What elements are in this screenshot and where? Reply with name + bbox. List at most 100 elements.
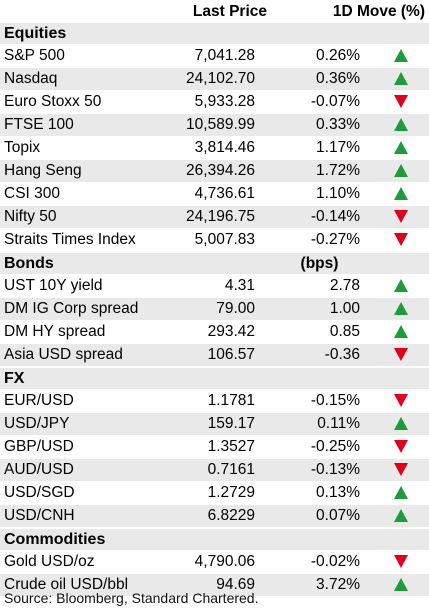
table-header-row: Last Price 1D Move (%) bbox=[0, 0, 429, 22]
one-day-move: 0.07% bbox=[267, 504, 372, 528]
section-blank bbox=[372, 251, 429, 275]
instrument-name: Crude oil USD/bbl bbox=[0, 573, 168, 596]
table-row: USD/CNH 6.8229 0.07% bbox=[0, 504, 429, 528]
section-blank bbox=[372, 366, 429, 390]
up-triangle-icon bbox=[393, 578, 408, 592]
instrument-name: USD/CNH bbox=[0, 504, 168, 528]
section-title: FX bbox=[0, 366, 168, 390]
one-day-move: 1.17% bbox=[267, 136, 372, 160]
one-day-move: 1.10% bbox=[267, 182, 372, 206]
one-day-move: -0.14% bbox=[267, 205, 372, 229]
instrument-name: Gold USD/oz bbox=[0, 550, 168, 574]
direction-cell bbox=[372, 412, 429, 436]
direction-cell bbox=[372, 389, 429, 413]
last-price: 26,394.26 bbox=[168, 159, 267, 183]
one-day-move: 1.72% bbox=[267, 159, 372, 183]
one-day-move: -0.27% bbox=[267, 228, 372, 252]
one-day-move: 0.85 bbox=[267, 320, 372, 344]
direction-cell bbox=[372, 90, 429, 114]
up-triangle-icon bbox=[393, 486, 408, 500]
one-day-move: -0.13% bbox=[267, 458, 372, 482]
direction-cell bbox=[372, 573, 429, 596]
instrument-name: Hang Seng bbox=[0, 159, 168, 183]
table-row: Crude oil USD/bbl 94.69 3.72% bbox=[0, 573, 429, 596]
last-price: 94.69 bbox=[168, 573, 267, 596]
one-day-move: 0.11% bbox=[267, 412, 372, 436]
last-price: 6.8229 bbox=[168, 504, 267, 528]
section-header-bonds: Bonds (bps) bbox=[0, 251, 429, 275]
section-header-fx: FX bbox=[0, 366, 429, 390]
up-triangle-icon bbox=[393, 509, 408, 523]
down-triangle-icon bbox=[393, 210, 408, 224]
table-row: CSI 300 4,736.61 1.10% bbox=[0, 182, 429, 206]
last-price: 106.57 bbox=[168, 343, 267, 367]
up-triangle-icon bbox=[393, 279, 408, 293]
last-price: 10,589.99 bbox=[168, 113, 267, 137]
last-price: 4,736.61 bbox=[168, 182, 267, 206]
last-price: 0.7161 bbox=[168, 458, 267, 482]
table-row: Gold USD/oz 4,790.06 -0.02% bbox=[0, 550, 429, 574]
instrument-name: EUR/USD bbox=[0, 389, 168, 413]
section-title: Bonds bbox=[0, 251, 168, 275]
one-day-move: -0.15% bbox=[267, 389, 372, 413]
last-price: 1.3527 bbox=[168, 435, 267, 459]
last-price: 293.42 bbox=[168, 320, 267, 344]
one-day-move: -0.02% bbox=[267, 550, 372, 574]
last-price: 1.1781 bbox=[168, 389, 267, 413]
up-triangle-icon bbox=[393, 302, 408, 316]
one-day-move: 0.26% bbox=[267, 44, 372, 68]
down-triangle-icon bbox=[393, 440, 408, 454]
up-triangle-icon bbox=[393, 49, 408, 63]
up-triangle-icon bbox=[393, 72, 408, 86]
one-day-move: 0.36% bbox=[267, 67, 372, 91]
direction-cell bbox=[372, 159, 429, 183]
instrument-name: CSI 300 bbox=[0, 182, 168, 206]
instrument-name: Topix bbox=[0, 136, 168, 160]
instrument-name: USD/JPY bbox=[0, 412, 168, 436]
one-day-move: 1.00 bbox=[267, 297, 372, 321]
direction-cell bbox=[372, 205, 429, 229]
header-blank bbox=[0, 0, 168, 22]
one-day-move: 0.13% bbox=[267, 481, 372, 505]
one-day-move: -0.25% bbox=[267, 435, 372, 459]
instrument-name: Euro Stoxx 50 bbox=[0, 90, 168, 114]
section-unit bbox=[267, 527, 372, 551]
down-triangle-icon bbox=[393, 463, 408, 477]
section-blank bbox=[168, 366, 267, 390]
table-row: Euro Stoxx 50 5,933.28 -0.07% bbox=[0, 90, 429, 114]
one-day-move: -0.36 bbox=[267, 343, 372, 367]
table-row: USD/JPY 159.17 0.11% bbox=[0, 412, 429, 436]
one-day-move: -0.07% bbox=[267, 90, 372, 114]
direction-cell bbox=[372, 550, 429, 574]
last-price: 3,814.46 bbox=[168, 136, 267, 160]
section-header-equities: Equities bbox=[0, 21, 429, 45]
down-triangle-icon bbox=[393, 233, 408, 247]
last-price: 79.00 bbox=[168, 297, 267, 321]
instrument-name: AUD/USD bbox=[0, 458, 168, 482]
instrument-name: Straits Times Index bbox=[0, 228, 168, 252]
direction-cell bbox=[372, 435, 429, 459]
last-price: 7,041.28 bbox=[168, 44, 267, 68]
up-triangle-icon bbox=[393, 141, 408, 155]
down-triangle-icon bbox=[393, 95, 408, 109]
last-price: 5,933.28 bbox=[168, 90, 267, 114]
instrument-name: Nifty 50 bbox=[0, 205, 168, 229]
down-triangle-icon bbox=[393, 348, 408, 362]
direction-cell bbox=[372, 343, 429, 367]
direction-cell bbox=[372, 136, 429, 160]
table-row: FTSE 100 10,589.99 0.33% bbox=[0, 113, 429, 137]
direction-cell bbox=[372, 320, 429, 344]
instrument-name: S&P 500 bbox=[0, 44, 168, 68]
instrument-name: FTSE 100 bbox=[0, 113, 168, 137]
header-last-price: Last Price bbox=[192, 3, 267, 20]
table-row: UST 10Y yield 4.31 2.78 bbox=[0, 274, 429, 298]
table-row: S&P 500 7,041.28 0.26% bbox=[0, 44, 429, 68]
instrument-name: GBP/USD bbox=[0, 435, 168, 459]
direction-cell bbox=[372, 481, 429, 505]
instrument-name: DM IG Corp spread bbox=[0, 297, 168, 321]
market-summary-table: Last Price 1D Move (%) Equities S&P 500 7,… bbox=[0, 0, 429, 596]
direction-cell bbox=[372, 67, 429, 91]
up-triangle-icon bbox=[393, 118, 408, 132]
instrument-name: USD/SGD bbox=[0, 481, 168, 505]
